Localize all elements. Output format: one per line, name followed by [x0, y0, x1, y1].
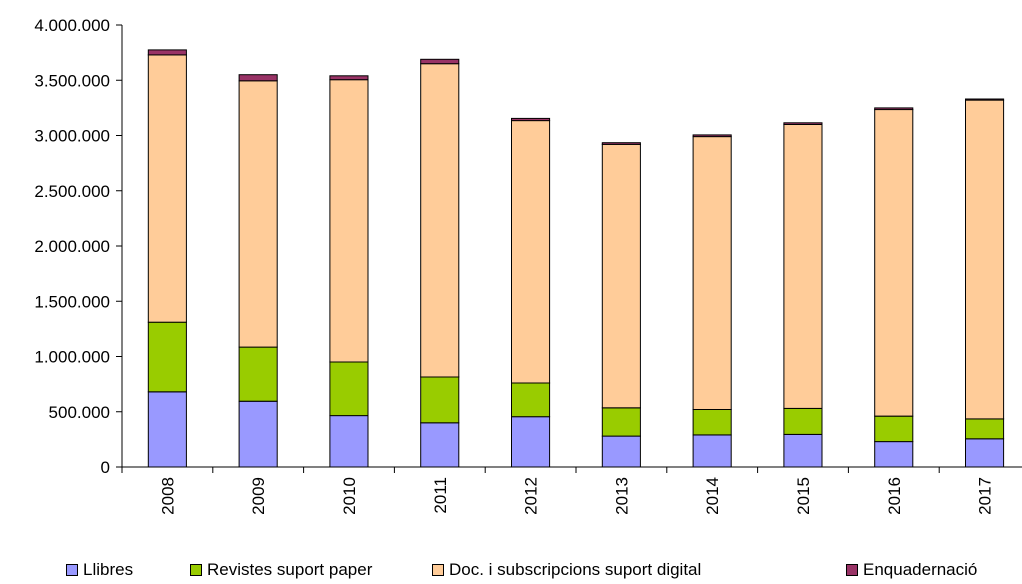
bar-2011-series-3 [420, 58, 460, 65]
legend: Llibres Revistes suport paper Doc. i subsc… [0, 560, 1022, 584]
x-tick-label-2010: 2010 [340, 477, 359, 515]
bar-2017-series-3 [965, 98, 1005, 101]
x-tick-label-2012: 2012 [522, 477, 541, 515]
bar-2015-series-2 [783, 123, 823, 409]
legend-item: Revistes suport paper [190, 560, 372, 580]
stacked-bar-chart: 0 500.000 1.000.000 1.500.000 2.000.000 2.500… [34, 16, 1022, 515]
y-tick-label: 4.000.000 [34, 16, 110, 35]
bar-2016-series-2 [874, 109, 914, 417]
bar-2008-series-3 [147, 49, 187, 56]
x-tick-label-2014: 2014 [703, 477, 722, 515]
bar-2012-series-3 [511, 117, 551, 122]
y-tick-label: 2.000.000 [34, 237, 110, 256]
y-tick-label: 500.000 [49, 403, 110, 422]
bar-2010-series-1 [329, 361, 369, 417]
bar-2014-series-3 [692, 134, 732, 138]
bar-2012-series-0 [511, 416, 551, 468]
legend-item: Llibres [66, 560, 133, 580]
bar-2010-series-0 [329, 415, 369, 468]
bar-2013-series-3 [601, 142, 641, 145]
bar-2014-series-1 [692, 409, 732, 436]
y-tick-label: 2.500.000 [34, 182, 110, 201]
bar-2016-series-1 [874, 415, 914, 443]
bar-2016-series-3 [874, 107, 914, 111]
bar-2017-series-0 [965, 438, 1005, 468]
legend-swatch [846, 564, 858, 576]
y-tick-label: 0 [101, 458, 110, 477]
legend-label: Llibres [83, 560, 134, 579]
bar-2009-series-2 [238, 80, 278, 348]
x-ticks-layer: 2008 2009 2010 2011 2012 2013 2014 2015 2016 2017 [121, 467, 995, 515]
legend-item: Enquadernació [846, 560, 977, 580]
bar-2013-series-0 [601, 435, 641, 468]
bar-2013-series-2 [601, 143, 641, 409]
y-tick-label: 1.500.000 [34, 292, 110, 311]
legend-swatch [432, 564, 444, 576]
bar-2015-series-0 [783, 433, 823, 468]
bar-2008-series-2 [147, 54, 187, 323]
legend-label: Enquadernació [863, 560, 978, 579]
bars-layer [147, 49, 1005, 468]
y-tick-label: 1.000.000 [34, 348, 110, 367]
bar-2008-series-0 [147, 391, 187, 468]
bar-2015-series-3 [783, 122, 823, 126]
x-tick-label-2013: 2013 [612, 477, 631, 515]
bar-2010-series-2 [329, 79, 369, 363]
bar-2017-series-2 [965, 99, 1005, 420]
bar-2014-series-0 [692, 434, 732, 468]
bar-2016-series-0 [874, 441, 914, 468]
bar-2009-series-0 [238, 400, 278, 468]
x-tick-label-2008: 2008 [158, 477, 177, 515]
bar-2011-series-2 [420, 63, 460, 378]
x-tick-label-2015: 2015 [794, 477, 813, 515]
bar-2012-series-1 [511, 382, 551, 418]
x-tick-label-2009: 2009 [249, 477, 268, 515]
legend-swatch [190, 564, 202, 576]
legend-label: Doc. i subscripcions suport digital [449, 560, 702, 579]
bar-2017-series-1 [965, 418, 1005, 440]
legend-label: Revistes suport paper [207, 560, 373, 579]
x-tick-label-2017: 2017 [976, 477, 995, 515]
y-tick-label: 3.000.000 [34, 127, 110, 146]
bar-2011-series-0 [420, 422, 460, 468]
bar-2009-series-3 [238, 74, 278, 82]
bar-2010-series-3 [329, 75, 369, 81]
bar-2011-series-1 [420, 376, 460, 424]
legend-item: Doc. i subscripcions suport digital [432, 560, 701, 580]
y-tick-label: 3.500.000 [34, 71, 110, 90]
x-tick-label-2011: 2011 [431, 477, 450, 514]
bar-2013-series-1 [601, 407, 641, 437]
bar-2008-series-1 [147, 321, 187, 393]
legend-swatch [66, 564, 78, 576]
bar-2009-series-1 [238, 346, 278, 402]
bar-2015-series-1 [783, 407, 823, 435]
y-ticks-layer: 0 500.000 1.000.000 1.500.000 2.000.000 2.500… [34, 16, 122, 477]
bar-2014-series-2 [692, 136, 732, 410]
bar-2012-series-2 [511, 120, 551, 384]
x-tick-label-2016: 2016 [885, 477, 904, 515]
